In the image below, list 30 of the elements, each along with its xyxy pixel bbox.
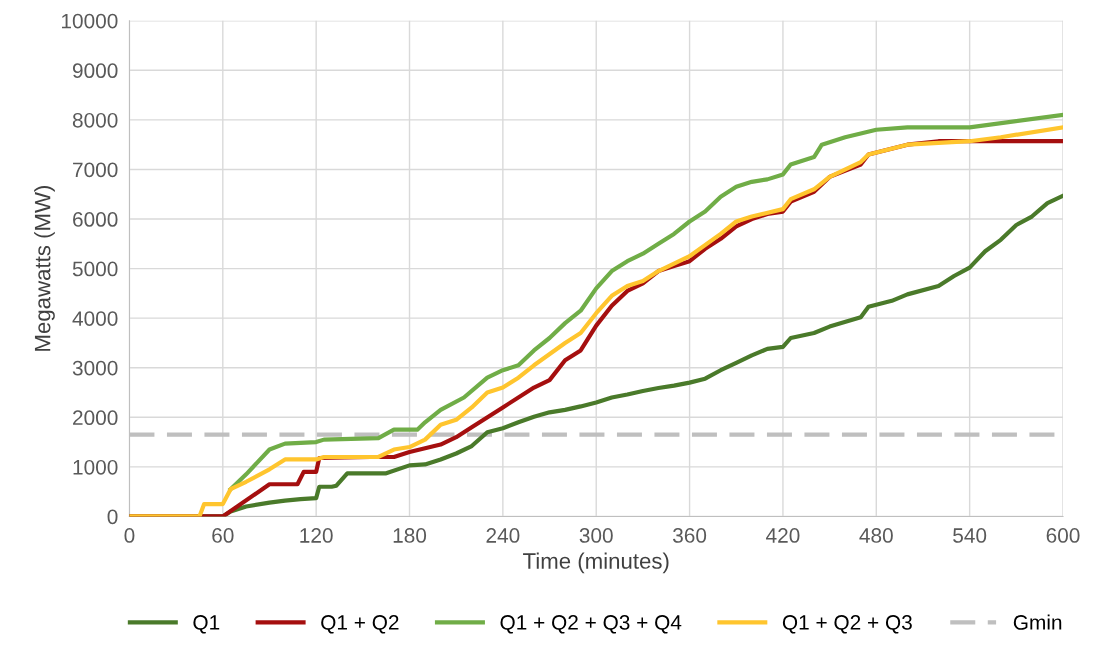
y-tick-label: 10000	[62, 13, 118, 29]
y-tick-label: 3000	[72, 360, 118, 376]
x-tick-label: 600	[1046, 528, 1080, 543]
x-tick-label: 480	[859, 528, 893, 543]
x-tick-label: 180	[393, 528, 427, 543]
x-tick-label: 0	[124, 528, 135, 543]
y-tick-label: 5000	[72, 261, 118, 277]
legend-label: Gmin	[1013, 614, 1062, 630]
legend-label: Q1	[193, 615, 220, 634]
x-tick-label: 240	[486, 528, 520, 543]
x-tick-label: 540	[953, 528, 987, 543]
y-tick-label: 4000	[72, 311, 118, 326]
x-tick-label: 60	[212, 528, 234, 543]
y-tick-label: 1000	[73, 459, 118, 475]
legend-label: Q1 + Q2	[321, 615, 399, 634]
x-tick-label: 360	[672, 528, 707, 543]
line-series	[228, 112, 1063, 492]
y-tick-label: 7000	[73, 162, 118, 178]
x-tick-label: 120	[300, 528, 333, 543]
legend-label: Q1 + Q2 + Q3 + Q4	[500, 615, 682, 634]
legend-label: Q1 + Q2 + Q3	[782, 615, 912, 634]
x-tick-label: 300	[579, 528, 613, 543]
y-tick-label: 2000	[73, 410, 118, 426]
x-axis-title: Time (minutes)	[523, 552, 669, 574]
y-tick-label: 8000	[72, 112, 118, 128]
y-tick-label: 9000	[72, 63, 118, 79]
x-tick-label: 420	[766, 528, 800, 543]
y-axis-title: Megawatts (MW)	[34, 186, 55, 351]
y-tick-label: 0	[107, 509, 118, 525]
y-tick-label: 6000	[73, 212, 118, 227]
